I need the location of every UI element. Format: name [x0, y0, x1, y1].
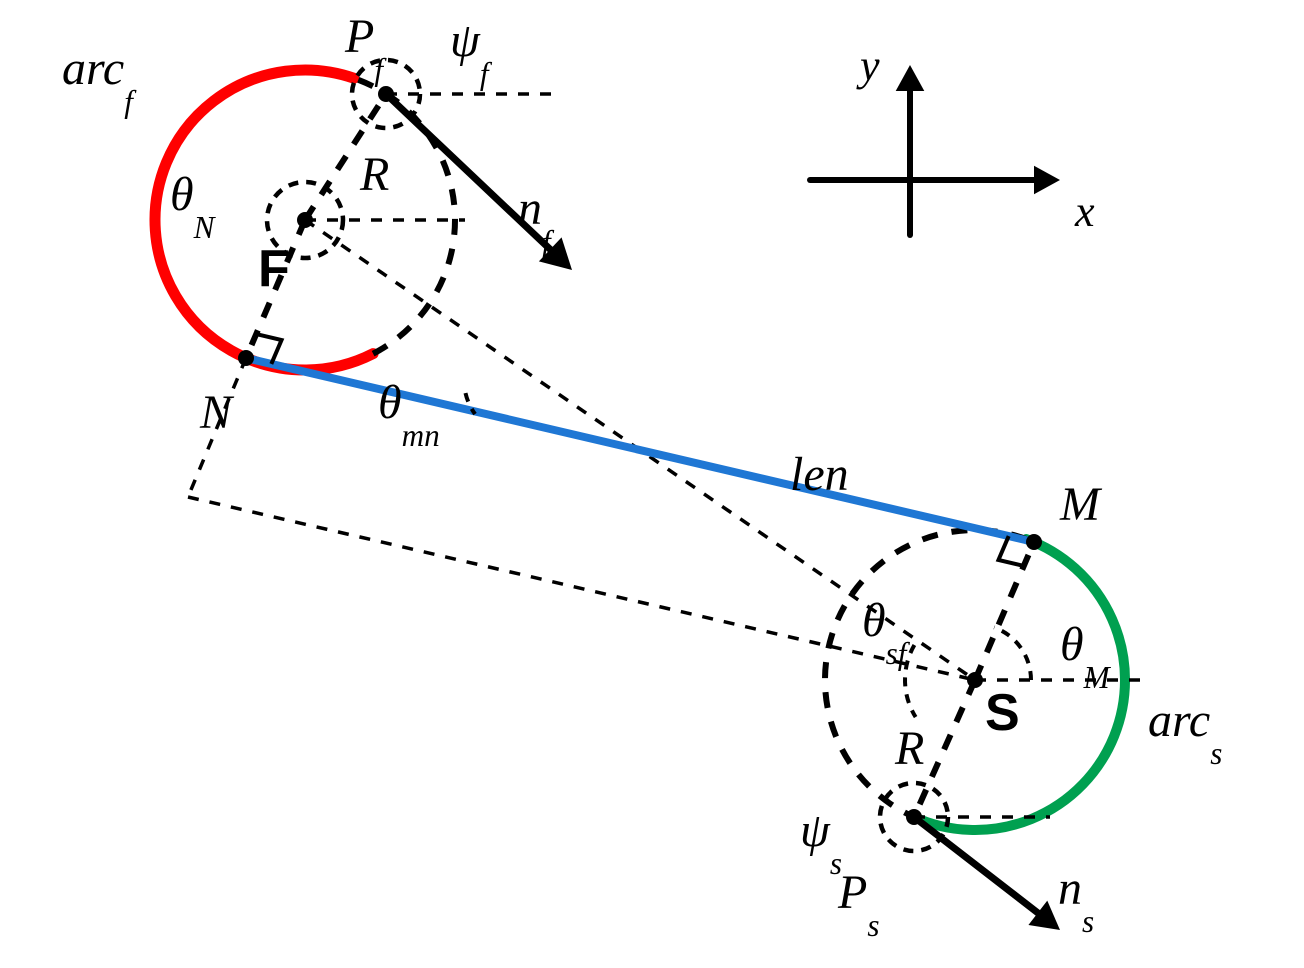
label-theta-M: θM [1060, 618, 1112, 695]
label-nf: nf [518, 182, 555, 259]
point-F [297, 212, 313, 228]
label-R-s: R [894, 722, 924, 775]
point-M [1026, 534, 1042, 550]
label-F: F [258, 240, 290, 298]
axis-y-label: y [856, 41, 880, 90]
label-len: len [790, 448, 849, 501]
label-S: S [985, 684, 1020, 742]
angle-theta-M-arc [994, 627, 1031, 680]
label-theta-N: θN [170, 168, 217, 245]
axis-x-label: x [1074, 187, 1095, 236]
label-arc-f: arcf [62, 42, 137, 119]
label-Ps: Ps [837, 866, 879, 943]
angle-theta-sf-arc [905, 645, 916, 717]
label-N: N [199, 386, 235, 439]
point-Ps [906, 809, 922, 825]
label-psi-s: ψs [800, 804, 842, 881]
label-arc-s: arcs [1148, 694, 1222, 771]
label-M: M [1059, 478, 1103, 531]
point-S [967, 672, 983, 688]
tangent-NM [246, 358, 1034, 542]
point-N [238, 350, 254, 366]
label-ns: ns [1058, 862, 1094, 939]
point-Pf [378, 86, 394, 102]
label-psi-f: ψf [450, 14, 493, 91]
label-R-f: R [359, 148, 389, 201]
arc-s-dashed [825, 530, 1026, 817]
label-theta-mn: θmn [378, 376, 440, 453]
